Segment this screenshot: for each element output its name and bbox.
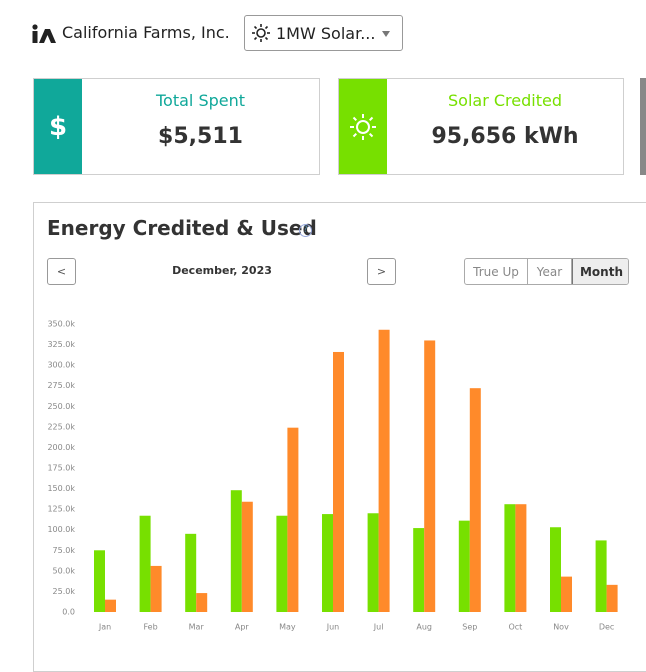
view-tabs: True Up Year Month	[464, 258, 629, 285]
sun-icon	[252, 24, 270, 42]
solar-credited-card: Solar Credited 95,656 kWh	[338, 78, 624, 175]
site-dropdown[interactable]: 1MW Solar...	[244, 15, 403, 51]
logo	[32, 24, 56, 43]
card-value: 95,656 kWh	[431, 124, 579, 149]
card-label: Solar Credited	[448, 91, 562, 110]
tab[interactable]: True Up	[465, 259, 528, 284]
sun-icon	[350, 113, 376, 140]
card-icon	[339, 79, 387, 174]
card-value: $5,511	[158, 124, 243, 149]
caret	[382, 31, 390, 37]
period-label: December, 2023	[172, 264, 272, 277]
tab[interactable]: Year	[528, 259, 572, 284]
tab-active[interactable]: Month	[572, 259, 628, 284]
company-name: California Farms, Inc.	[62, 23, 230, 42]
next-button[interactable]: >	[367, 258, 396, 285]
next-card-edge	[640, 78, 646, 175]
site-name: 1MW Solar...	[276, 24, 376, 43]
prev-button[interactable]: <	[47, 258, 76, 285]
total-spent-card: $ Total Spent $5,511	[33, 78, 320, 175]
panel-title: Energy Credited & Used	[47, 216, 317, 240]
help-icon[interactable]: ?	[299, 224, 312, 237]
card-icon: $	[34, 79, 82, 174]
card-label: Total Spent	[155, 91, 246, 110]
